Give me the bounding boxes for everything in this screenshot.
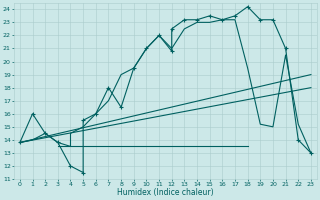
X-axis label: Humidex (Indice chaleur): Humidex (Indice chaleur) [117,188,214,197]
